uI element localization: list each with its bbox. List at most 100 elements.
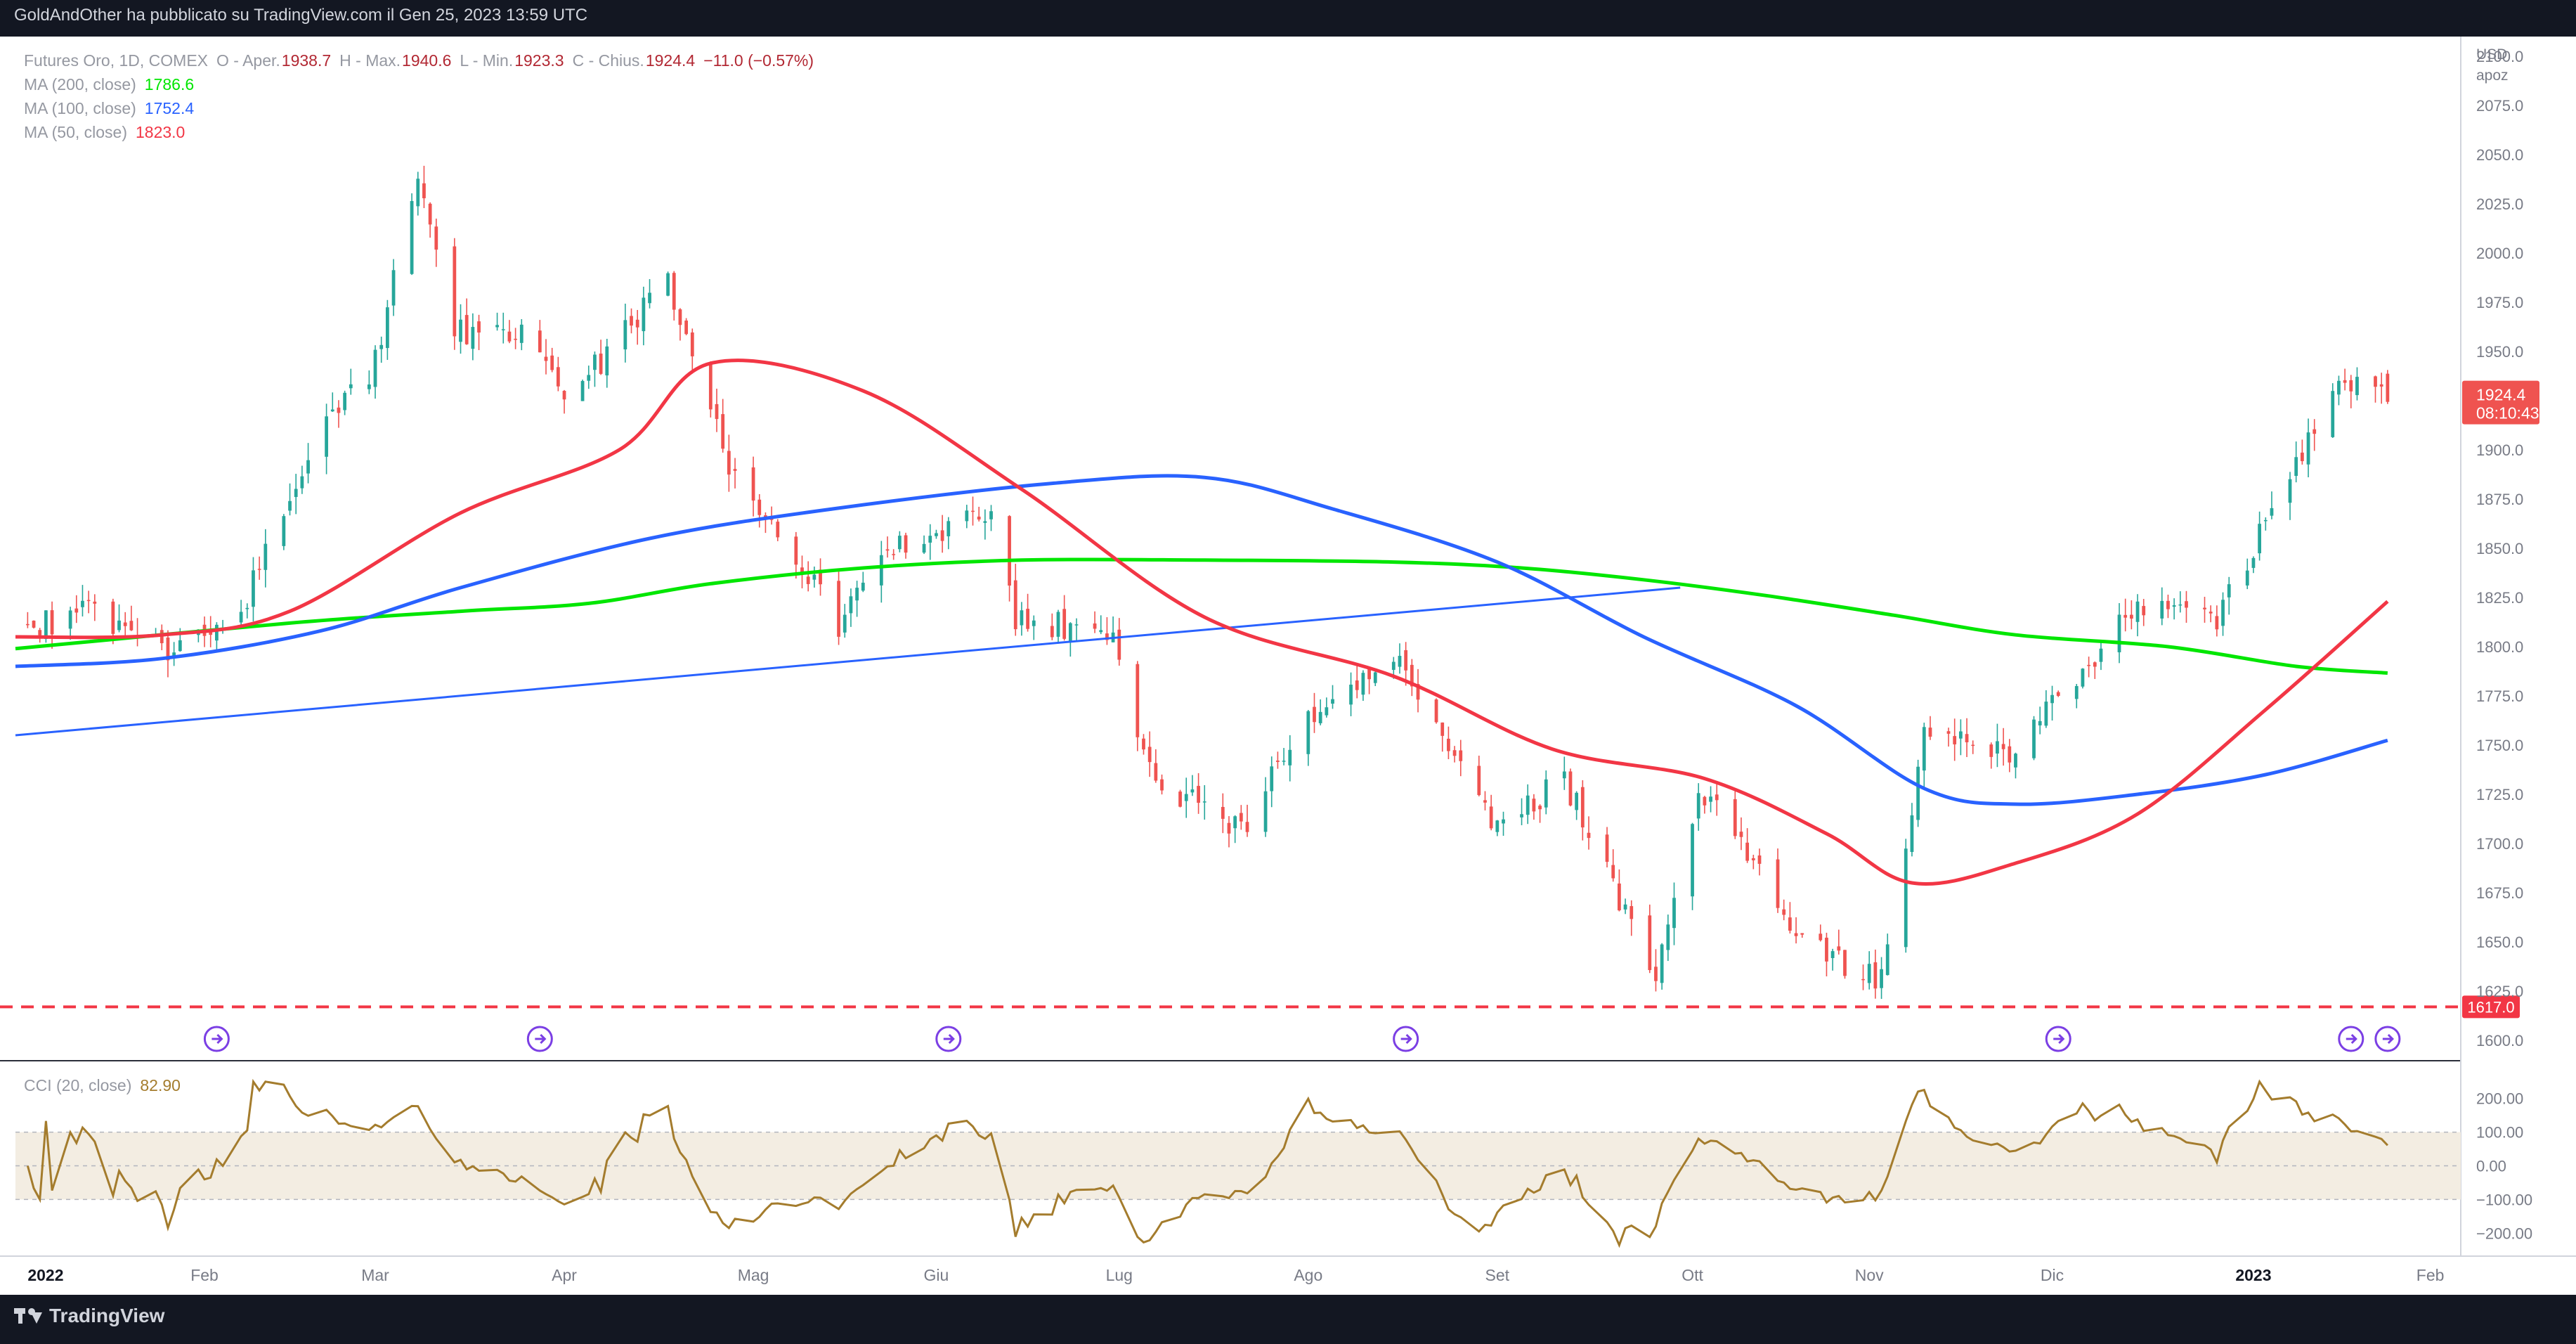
price-tick-label: 2075.0 [2476,97,2523,115]
candle-body [1434,699,1438,723]
price-tick-label: 1775.0 [2476,687,2523,705]
candle-body [672,273,676,310]
candle-body [2014,754,2017,768]
candle-body [1160,779,1164,791]
candle-body [367,384,371,389]
candle-body [1562,771,1566,779]
legend-change: −11.0 (−0.57%) [703,51,814,70]
candle-body [776,522,780,538]
economic-event-icon[interactable] [526,1026,553,1052]
ma100-line [15,474,2388,806]
economic-event-icon[interactable] [2045,1026,2071,1052]
candle-body [678,309,682,325]
candle-body [1361,673,1365,695]
candle-body [337,407,341,413]
candle-body [1147,747,1152,763]
price-tick-label: 1975.0 [2476,294,2523,311]
candle-body [806,576,810,584]
legend-ohlc-label: H - Max. [339,51,401,70]
economic-event-icon[interactable] [1393,1026,1419,1052]
candle-body [1502,819,1505,824]
economic-event-icon[interactable] [2338,1026,2364,1052]
candle-body [1611,865,1615,879]
candle-body [86,600,91,602]
candle-body [1989,744,1993,757]
tradingview-brand[interactable]: TradingView [14,1305,164,1327]
candle-body [1190,789,1195,793]
candle-body [239,612,243,623]
candle-body [1197,786,1200,803]
candle-body [812,574,817,580]
candle-body [410,201,414,274]
price-tick-label: 1875.0 [2476,491,2523,508]
candle-body [819,569,822,585]
economic-event-icon[interactable] [2374,1026,2401,1052]
candle-body [2050,694,2054,704]
candle-body [117,620,121,631]
price-tick-label: 1700.0 [2476,835,2523,853]
candle-body [1794,933,1798,936]
economic-event-icon[interactable] [935,1026,962,1052]
candle-body [428,203,432,225]
legend-title: Futures Oro, 1D, COMEX [24,51,208,70]
candle-body [514,338,518,340]
candle-body [252,570,255,607]
candle-body [1916,766,1920,820]
price-tick-label: 1825.0 [2476,589,2523,607]
candle-body [1880,969,1883,988]
candle-body [1117,629,1121,660]
candle-body [1526,795,1530,815]
candle-body [2312,429,2317,434]
economic-event-icon[interactable] [203,1026,230,1052]
candle-body [1819,933,1823,941]
candle-body [1623,904,1627,910]
candle-body [32,620,36,628]
candle-body [1788,917,1792,931]
candle-body [715,403,719,420]
candle-body [1629,906,1634,919]
candle-body [434,226,438,250]
candle-body [2209,612,2213,614]
candle-body [1996,741,1999,754]
publication-text: GoldAndOther ha pubblicato su TradingVie… [14,6,588,25]
cci-legend-label: CCI (20, close) [24,1076,131,1094]
candle-body [2185,601,2188,608]
candle-body [2270,508,2274,516]
candle-body [1745,842,1750,861]
legend-ohlc-label: O - Aper. [216,51,280,70]
candle-body [2032,719,2036,758]
last-price-tag [2462,380,2539,425]
price-tick-label: 2100.0 [2476,48,2523,65]
tradingview-logo-icon [14,1307,42,1325]
candle-body [1276,761,1280,762]
candle-body [1776,859,1780,908]
candle-body [373,349,377,387]
candle-body [391,270,396,306]
price-tick-label: 1725.0 [2476,786,2523,803]
candle-body [708,362,713,410]
candle-body [1008,516,1011,586]
arrow-right-icon [1400,1033,1412,1045]
candle-body [580,381,585,401]
candle-body [1751,858,1755,860]
candle-body [2044,702,2048,726]
candle-body [544,356,548,361]
candle-body [550,355,554,370]
candle-body [1136,664,1140,737]
candle-body [1020,610,1024,626]
candle-body [214,624,219,641]
candle-body [1440,722,1445,736]
candle-body [1093,623,1097,629]
candle-body [519,324,523,343]
brand-label: TradingView [49,1305,165,1326]
candle-body [2349,380,2353,392]
candle-body [1958,731,1963,739]
candle-body [1691,824,1694,897]
candle-body [1404,650,1408,671]
candle-body [1873,962,1878,989]
candle-body [977,516,981,520]
time-tick-label: Ago [1294,1266,1322,1284]
ma200-line [15,557,2388,676]
candle-body [1483,800,1487,803]
